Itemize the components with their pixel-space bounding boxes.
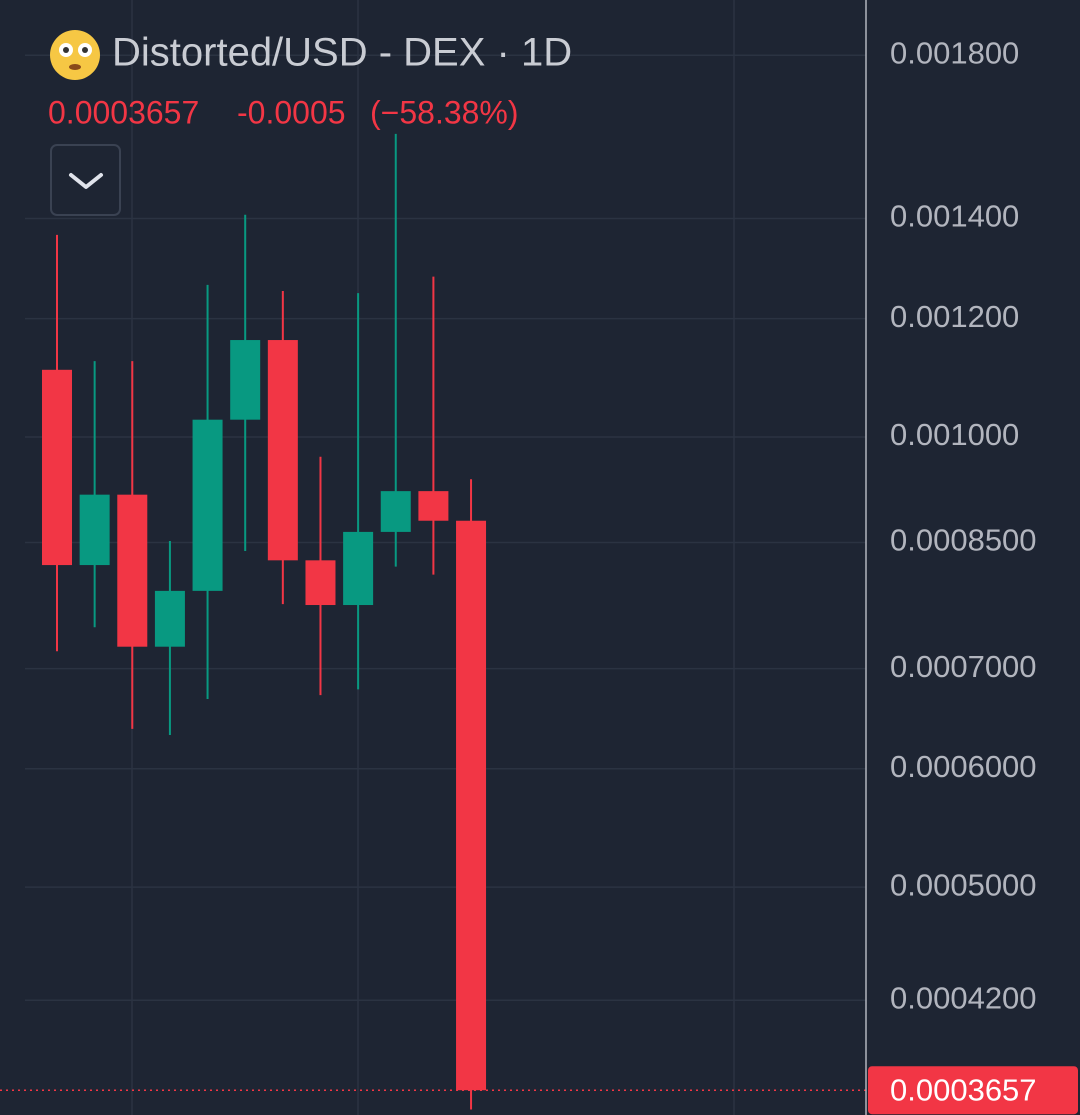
price-axis: 0.001800 0.001400 0.001200 0.001000 0.000850… — [868, 35, 1078, 1115]
candle-body — [267, 340, 298, 561]
symbol-icon — [50, 30, 100, 80]
price-change: -0.0005 — [237, 94, 346, 130]
candle-body — [456, 520, 487, 1091]
y-tick-label: 0.0004200 — [890, 980, 1037, 1015]
last-price-label: 0.0003657 — [890, 1072, 1037, 1107]
candle-body — [305, 560, 336, 606]
candle-body — [343, 531, 374, 606]
y-tick-label: 0.0008500 — [890, 523, 1037, 558]
plot — [0, 133, 866, 1110]
y-tick-label: 0.0007000 — [890, 649, 1037, 684]
candle-body — [117, 494, 148, 647]
candle-body — [230, 340, 261, 420]
symbol-icon-pupil — [82, 47, 88, 53]
y-tick-label: 0.001400 — [890, 199, 1019, 234]
header: Distorted/USD - DEX · 1D 0.0003657 -0.00… — [48, 30, 572, 216]
last-price: 0.0003657 — [48, 94, 199, 130]
collapse-button-box[interactable] — [50, 144, 121, 216]
collapse-button[interactable] — [50, 144, 121, 216]
y-tick-label: 0.001200 — [890, 299, 1019, 334]
y-tick-label: 0.0006000 — [890, 749, 1037, 784]
symbol-icon-pupil — [63, 47, 69, 53]
price-change-percent: (−58.38%) — [370, 94, 519, 130]
y-tick-label: 0.001800 — [890, 35, 1019, 70]
y-tick-label: 0.0005000 — [890, 867, 1037, 902]
symbol-icon-mouth — [69, 64, 81, 70]
candle-body — [380, 491, 411, 532]
candle-body — [418, 491, 449, 521]
candle-body — [79, 494, 110, 566]
y-tick-label: 0.001000 — [890, 417, 1019, 452]
candle-body — [154, 590, 185, 647]
candle-body — [42, 369, 72, 566]
candle-body — [192, 419, 223, 591]
last-price-badge — [868, 1066, 1078, 1115]
chevron-icon[interactable] — [69, 173, 103, 189]
chart-title: Distorted/USD - DEX · 1D — [112, 31, 572, 75]
